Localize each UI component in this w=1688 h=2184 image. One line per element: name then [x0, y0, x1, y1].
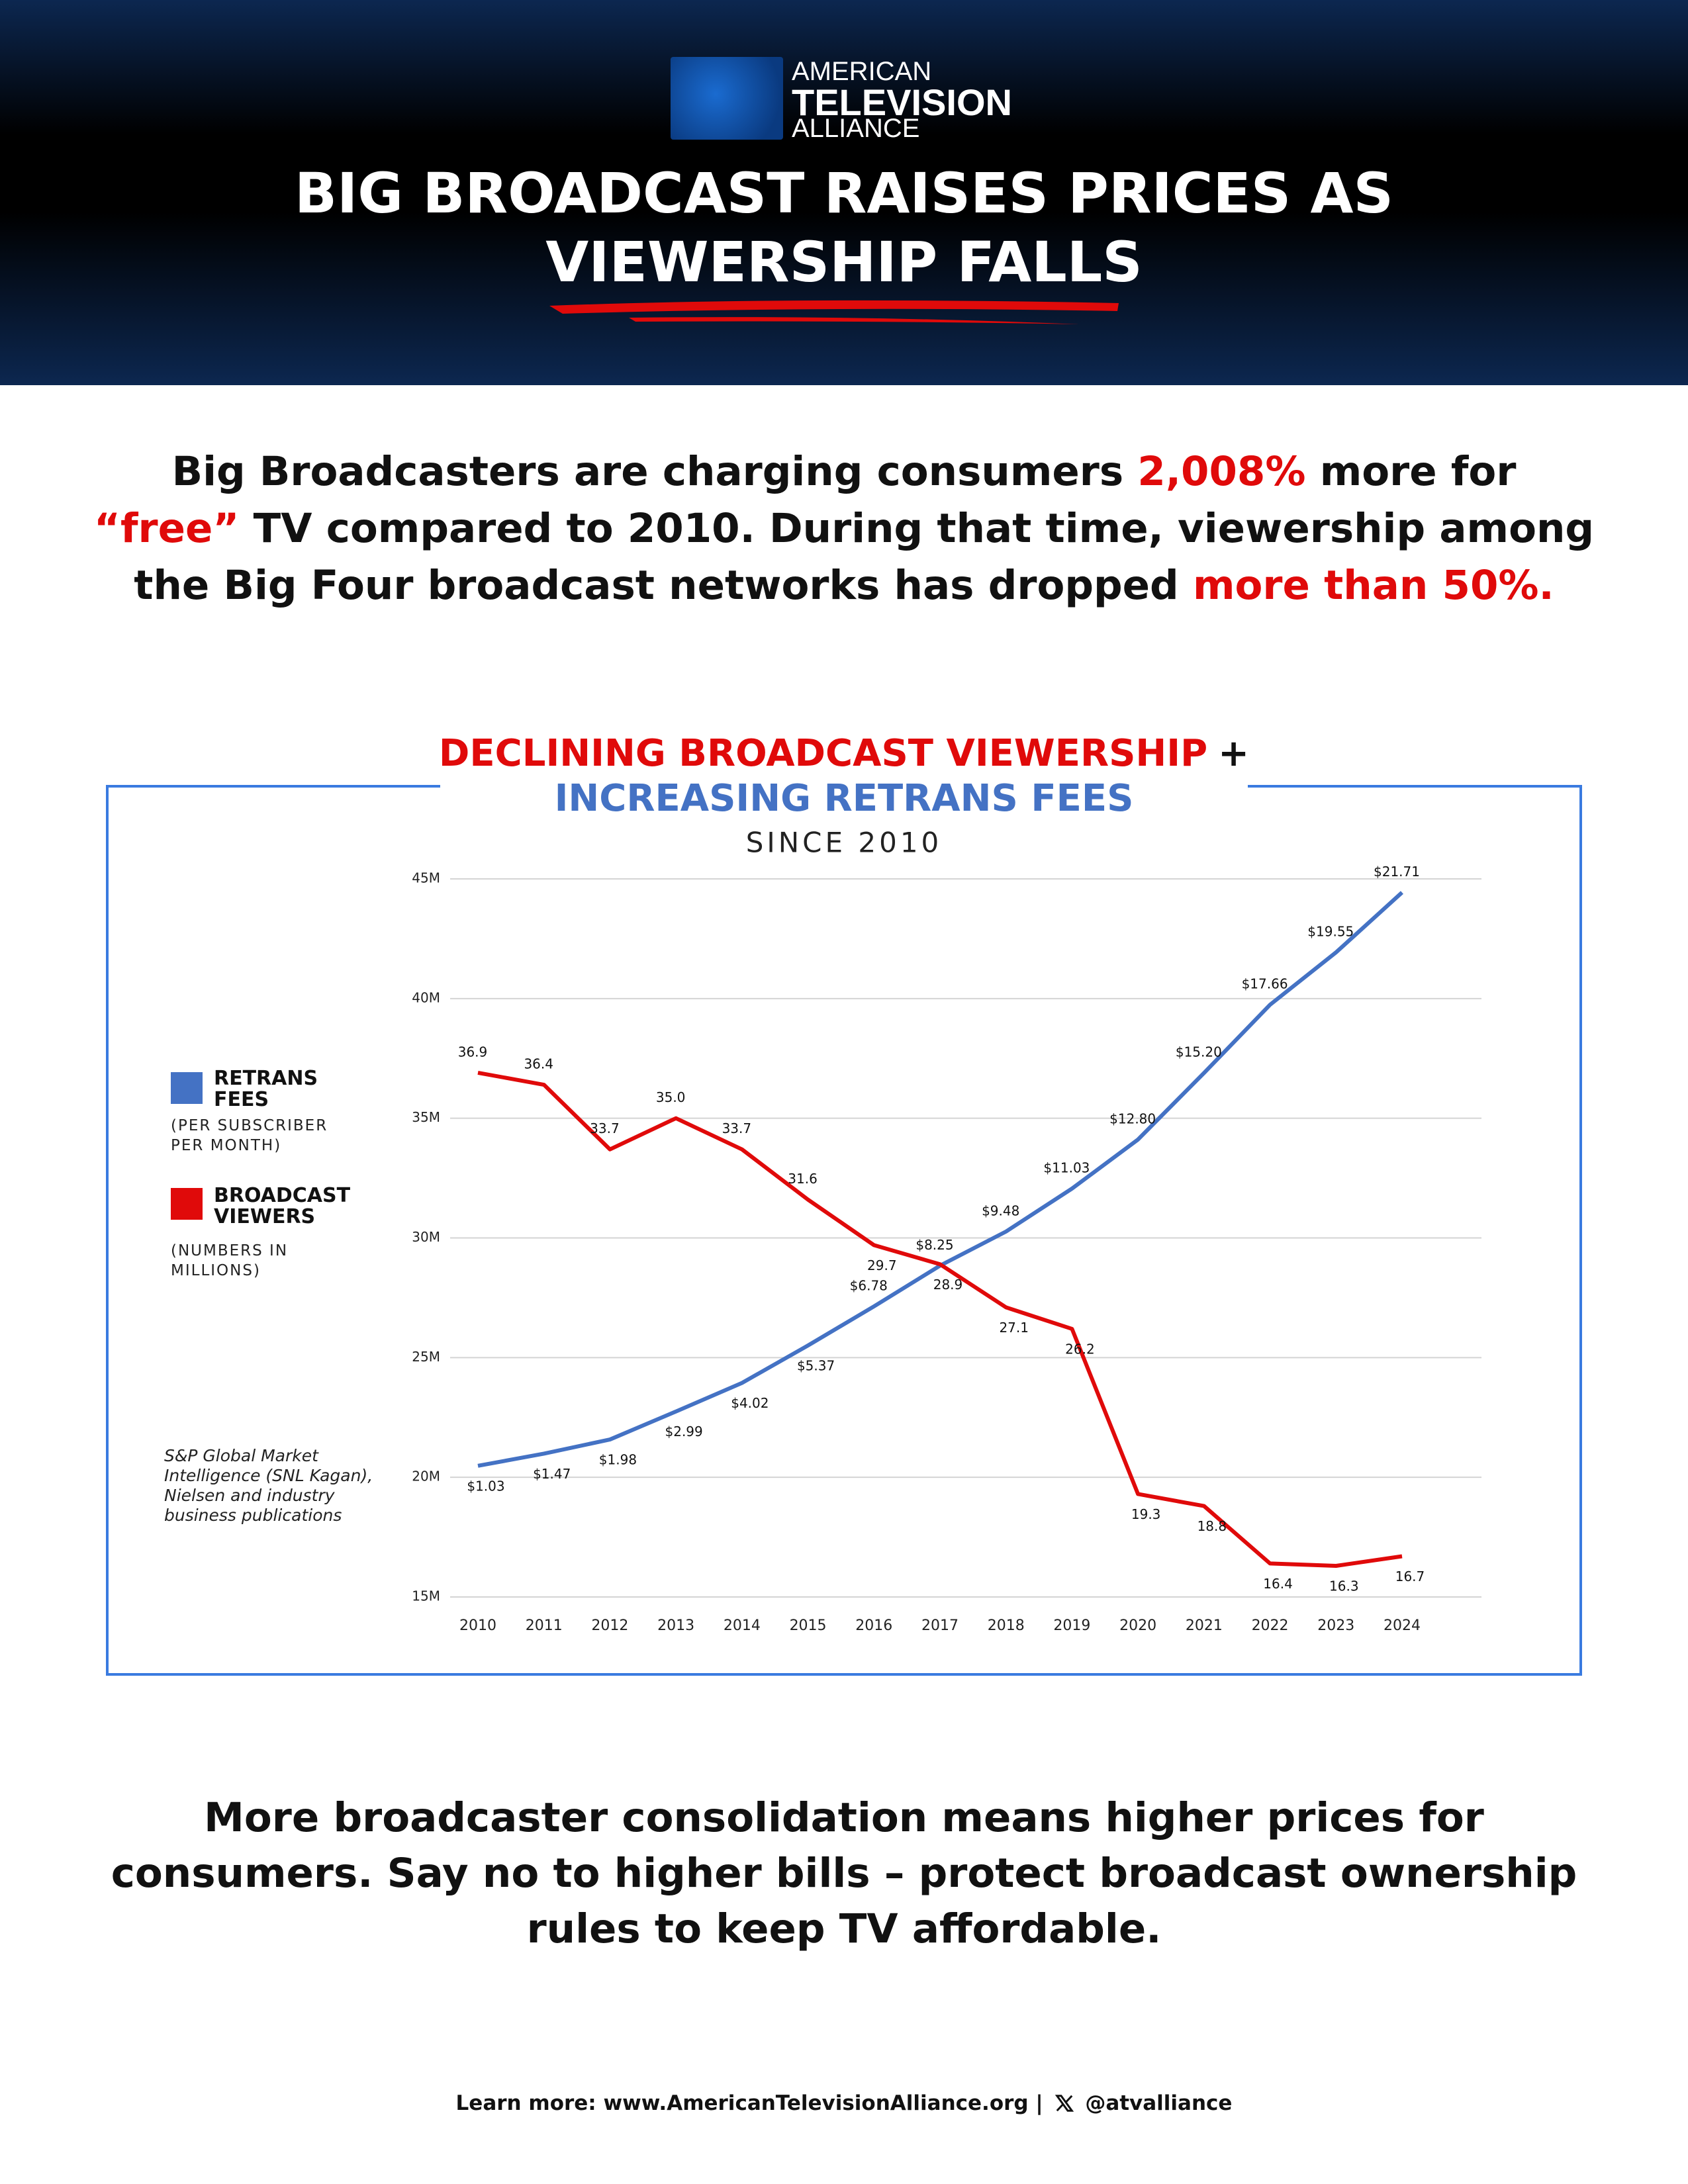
chart-title-part: DECLINING BROADCAST VIEWERSHIP	[439, 732, 1207, 775]
intro-text: “free”	[93, 505, 240, 552]
chart-title: DECLINING BROADCAST VIEWERSHIP +	[439, 732, 1249, 775]
intro-text: more for	[1305, 448, 1517, 495]
chart: DECLINING BROADCAST VIEWERSHIP + INCREASIN…	[106, 732, 1582, 1676]
x-tick-label: 2024	[1383, 1617, 1421, 1634]
data-label: $9.48	[982, 1203, 1019, 1218]
series-line	[477, 1070, 1403, 1568]
x-tick-label: 2019	[1053, 1617, 1090, 1634]
legend-label: RETRANS FEES	[214, 1067, 318, 1111]
legend-note: (PER SUBSCRIBER PER MONTH)	[171, 1117, 328, 1154]
intro-text: more than 50%.	[1192, 562, 1554, 609]
y-tick-label: 20M	[412, 1469, 440, 1484]
legend-label: BROADCAST VIEWERS	[214, 1184, 351, 1228]
data-label: 26.2	[1065, 1341, 1095, 1357]
intro-text: TV compared to 2010. During that time, v…	[134, 505, 1595, 609]
data-label: 33.7	[722, 1120, 752, 1136]
data-label: $17.66	[1242, 976, 1288, 992]
y-tick-label: 35M	[412, 1109, 440, 1125]
logo-mark	[671, 57, 783, 140]
data-label: 18.8	[1197, 1518, 1227, 1534]
intro: Big Broadcasters are charging consumers …	[93, 443, 1595, 614]
data-label: $2.99	[665, 1424, 703, 1439]
data-label: $12.80	[1109, 1111, 1156, 1126]
title-backdrop	[440, 774, 1248, 801]
x-tick-label: 2016	[855, 1617, 892, 1634]
x-tick-label: 2018	[988, 1617, 1025, 1634]
data-label: 16.3	[1329, 1578, 1359, 1594]
x-tick-label: 2022	[1252, 1617, 1289, 1634]
underline	[629, 317, 1079, 324]
chart-subtitle: SINCE 2010	[746, 827, 943, 859]
headline: BIG BROADCAST RAISES PRICES AS VIEWERSHI…	[294, 161, 1394, 295]
footer: Learn more: www.AmericanTelevisionAllian…	[0, 2091, 1688, 2115]
intro-text: Big Broadcasters are charging consumers	[171, 448, 1138, 495]
y-tick-label: 25M	[412, 1349, 440, 1365]
legend-note: (NUMBERS IN MILLIONS)	[171, 1242, 289, 1279]
x-tick-label: 2020	[1119, 1617, 1156, 1634]
data-label: 27.1	[999, 1320, 1029, 1336]
chart-frame	[106, 785, 1582, 1676]
data-label: 31.6	[788, 1171, 818, 1187]
data-label: $1.98	[599, 1452, 637, 1468]
intro-text: 2,008%	[1137, 448, 1306, 495]
x-tick-label: 2011	[526, 1617, 563, 1634]
x-tick-label: 2010	[459, 1617, 496, 1634]
x-tick-label: 2014	[724, 1617, 761, 1634]
x-tick-label: 2013	[657, 1617, 694, 1634]
data-label: 33.7	[590, 1120, 620, 1136]
footer-link[interactable]: Learn more: www.AmericanTelevisionAllian…	[455, 2091, 1043, 2115]
x-tick-label: 2012	[591, 1617, 628, 1634]
footer-handle[interactable]: @atvalliance	[1085, 2091, 1233, 2115]
chart-title-part: +	[1218, 732, 1249, 775]
data-label: $5.37	[797, 1358, 835, 1374]
logo-text: TELEVISION	[792, 81, 1012, 123]
header	[0, 0, 1688, 385]
data-label: $1.03	[467, 1478, 504, 1494]
data-label: $4.02	[731, 1395, 769, 1411]
y-tick-label: 45M	[412, 870, 440, 886]
logo-text: ALLIANCE	[792, 114, 920, 143]
data-label: 36.9	[458, 1044, 488, 1060]
data-label: 16.4	[1263, 1576, 1293, 1592]
header-swoosh	[549, 300, 1119, 324]
source-note: S&P Global Market Intelligence (SNL Kaga…	[164, 1446, 373, 1525]
data-label: 19.3	[1131, 1506, 1161, 1522]
data-label: 28.9	[933, 1277, 963, 1293]
data-label: $21.71	[1374, 864, 1420, 880]
data-label: 36.4	[524, 1056, 553, 1072]
y-tick-label: 15M	[412, 1588, 440, 1604]
data-label: 35.0	[656, 1089, 686, 1105]
x-tick-label: 2021	[1186, 1617, 1223, 1634]
legend-swatch	[171, 1188, 203, 1220]
data-label: 29.7	[867, 1257, 897, 1273]
y-tick-label: 30M	[412, 1229, 440, 1245]
data-label: $15.20	[1176, 1044, 1222, 1060]
x-icon	[1055, 2095, 1074, 2112]
x-tick-label: 2017	[921, 1617, 959, 1634]
data-label: $19.55	[1307, 924, 1354, 940]
data-label: $6.78	[850, 1277, 888, 1293]
closing: More broadcaster consolidation means hig…	[111, 1794, 1577, 1952]
x-tick-label: 2023	[1317, 1617, 1354, 1634]
legend-swatch	[171, 1072, 203, 1104]
data-label: $8.25	[915, 1237, 953, 1253]
x-tick-label: 2015	[790, 1617, 827, 1634]
logo-text: AMERICAN	[792, 57, 932, 86]
data-label: $1.47	[533, 1466, 571, 1482]
underline	[549, 300, 1119, 314]
data-label: 16.7	[1395, 1569, 1425, 1584]
y-tick-label: 40M	[412, 989, 440, 1005]
chart-title: INCREASING RETRANS FEES	[555, 777, 1134, 820]
data-label: $11.03	[1043, 1160, 1090, 1175]
